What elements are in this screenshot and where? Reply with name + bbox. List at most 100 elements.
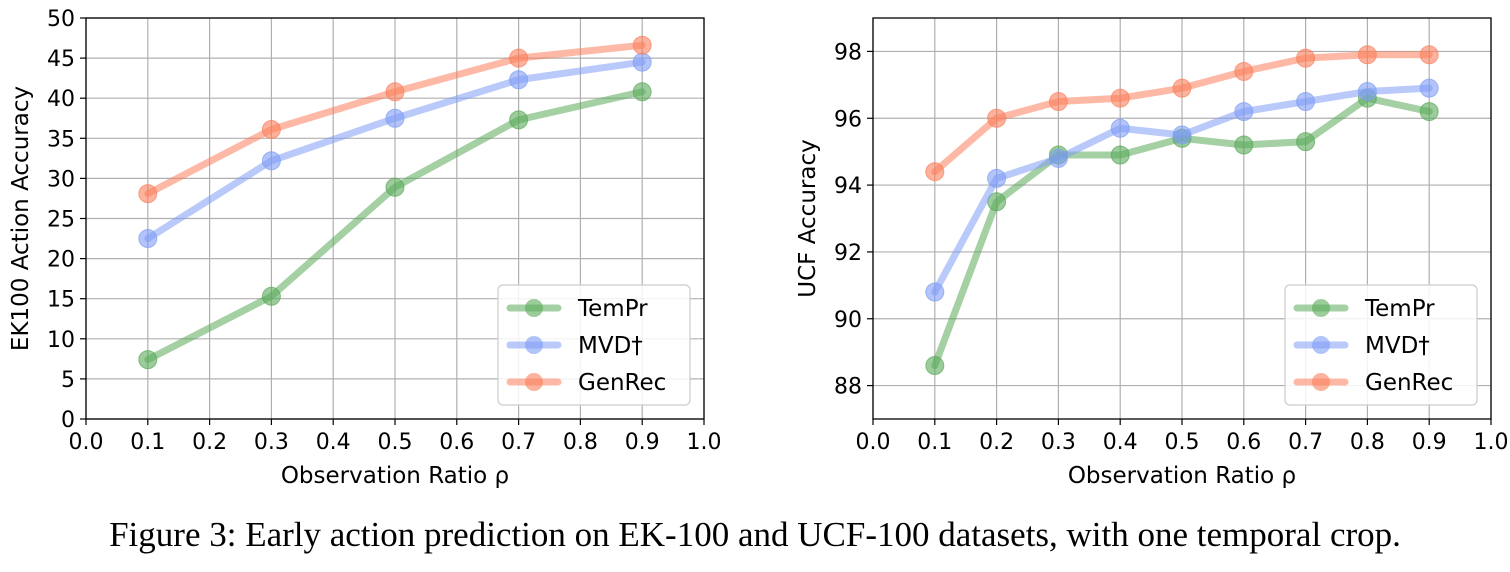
y-tick-label: 0 — [61, 408, 75, 433]
x-tick-label: 0.2 — [192, 430, 227, 455]
x-tick-label: 0.5 — [378, 430, 413, 455]
x-tick-label: 0.6 — [439, 430, 474, 455]
y-axis-label: EK100 Action Accuracy — [8, 86, 34, 351]
x-tick-label: 0.9 — [625, 430, 660, 455]
y-tick-label: 88 — [834, 375, 862, 400]
data-point — [138, 350, 158, 370]
figure-charts: 0.0 0.1 0.2 0.3 0.4 0.5 0.6 0.7 0.8 0.9 1.0 0 5 10 15 2… — [8, 7, 1509, 489]
y-tick-label: 25 — [47, 208, 75, 233]
legend-swatch-marker — [525, 336, 543, 354]
x-tick-label: 0.4 — [1103, 430, 1138, 455]
data-point — [138, 184, 158, 204]
legend-swatch-marker — [525, 299, 543, 317]
data-point — [1296, 132, 1316, 152]
legend-swatch-marker — [1312, 299, 1330, 317]
x-tick-label: 0.8 — [563, 430, 598, 455]
y-tick-label: 40 — [47, 87, 75, 112]
y-tick-label: 94 — [834, 174, 862, 199]
data-point — [509, 110, 529, 130]
y-tick-label: 35 — [47, 127, 75, 152]
data-point — [261, 151, 281, 171]
data-point — [1357, 45, 1377, 65]
data-point — [925, 282, 945, 302]
x-axis-label: Observation Ratio ρ — [1068, 463, 1296, 489]
x-tick-label: 0.3 — [1041, 430, 1076, 455]
legend-label: GenRec — [578, 370, 666, 396]
x-tick-label: 0.0 — [69, 430, 104, 455]
y-tick-label: 30 — [47, 167, 75, 192]
plot-frame — [85, 17, 705, 420]
x-tick-label: 0.1 — [130, 430, 165, 455]
data-point — [1110, 88, 1130, 108]
plot-frame — [872, 17, 1492, 420]
data-point — [1172, 78, 1192, 98]
x-tick-label: 0.0 — [856, 430, 891, 455]
legend-box — [497, 284, 691, 406]
x-tick-label: 0.7 — [501, 430, 536, 455]
chart-2: 0.0 0.1 0.2 0.3 0.4 0.5 0.6 0.7 0.8 0.9 1.0 88 90 92 9… — [795, 17, 1509, 489]
x-tick-label: 0.7 — [1288, 430, 1323, 455]
data-point — [1110, 118, 1130, 138]
data-point — [1357, 82, 1377, 102]
data-point — [632, 82, 652, 102]
data-point — [925, 162, 945, 182]
data-point — [1048, 148, 1068, 168]
data-point — [385, 177, 405, 197]
x-tick-label: 0.2 — [979, 430, 1014, 455]
data-point — [1048, 92, 1068, 112]
legend-swatch-marker — [1312, 373, 1330, 391]
data-point — [509, 48, 529, 68]
y-tick-label: 20 — [47, 248, 75, 273]
data-point — [1296, 48, 1316, 68]
x-tick-label: 0.9 — [1412, 430, 1447, 455]
data-point — [925, 356, 945, 376]
x-tick-label: 1.0 — [687, 430, 722, 455]
y-tick-label: 98 — [834, 40, 862, 65]
data-point — [987, 168, 1007, 188]
y-tick-label: 92 — [834, 241, 862, 266]
y-tick-label: 96 — [834, 107, 862, 132]
data-point — [1172, 125, 1192, 145]
data-point — [632, 35, 652, 55]
legend-label: MVD† — [578, 333, 643, 359]
legend-label: TemPr — [577, 296, 648, 322]
data-point — [261, 119, 281, 139]
y-tick-label: 10 — [47, 328, 75, 353]
data-point — [1234, 135, 1254, 155]
legend-label: GenRec — [1365, 370, 1453, 396]
x-axis-label: Observation Ratio ρ — [281, 463, 509, 489]
data-point — [509, 70, 529, 90]
data-point — [261, 286, 281, 306]
data-point — [987, 108, 1007, 128]
legend-label: TemPr — [1364, 296, 1435, 322]
y-tick-label: 50 — [47, 7, 75, 32]
x-tick-label: 0.5 — [1165, 430, 1200, 455]
x-tick-label: 0.6 — [1226, 430, 1261, 455]
figure-caption: Figure 3: Early action prediction on EK-… — [109, 515, 1401, 554]
legend: TemPr MVD† GenRec — [497, 284, 691, 406]
legend-swatch-marker — [525, 373, 543, 391]
x-tick-label: 0.4 — [316, 430, 351, 455]
data-point — [1419, 102, 1439, 122]
y-tick-label: 5 — [61, 368, 75, 393]
legend-label: MVD† — [1365, 333, 1430, 359]
y-tick-label: 90 — [834, 308, 862, 333]
chart-1: 0.0 0.1 0.2 0.3 0.4 0.5 0.6 0.7 0.8 0.9 1.0 0 5 10 15 2… — [8, 7, 722, 489]
y-axis-label: UCF Accuracy — [795, 139, 821, 297]
legend-swatch-marker — [1312, 336, 1330, 354]
data-point — [385, 82, 405, 102]
data-point — [1419, 78, 1439, 98]
x-tick-label: 0.3 — [254, 430, 289, 455]
data-point — [1419, 45, 1439, 65]
y-tick-label: 15 — [47, 288, 75, 313]
x-tick-label: 1.0 — [1474, 430, 1509, 455]
x-tick-label: 0.1 — [917, 430, 952, 455]
data-point — [1234, 61, 1254, 81]
data-point — [385, 108, 405, 128]
legend-box — [1284, 284, 1478, 406]
data-point — [632, 52, 652, 72]
data-point — [138, 229, 158, 249]
data-point — [1110, 145, 1130, 165]
legend: TemPr MVD† GenRec — [1284, 284, 1478, 406]
data-point — [1296, 92, 1316, 112]
